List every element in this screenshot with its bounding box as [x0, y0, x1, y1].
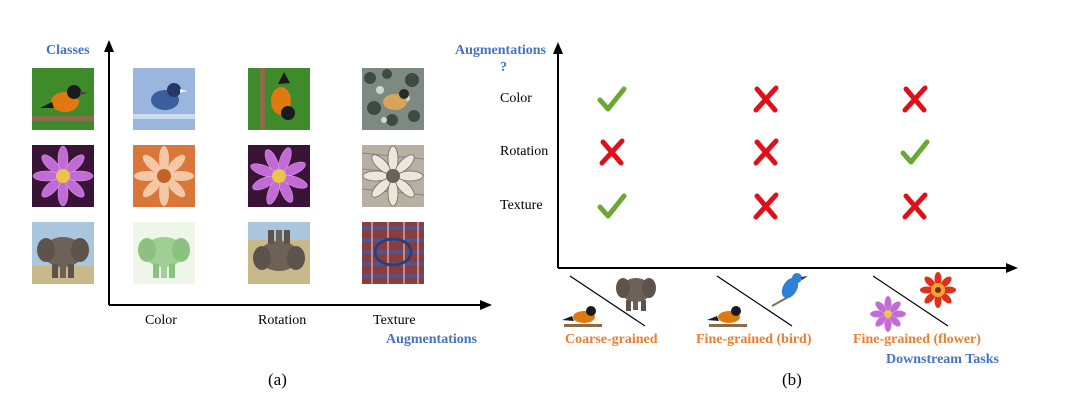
- task-label-coarse: Coarse-grained: [565, 332, 658, 347]
- bird-rotation-augmented-image: [248, 68, 310, 130]
- task-label-fine-bird: Fine-grained (bird): [696, 332, 812, 347]
- flower-color-augmented-image: [133, 145, 195, 207]
- bird-image: [32, 68, 94, 130]
- cross-icon: [597, 137, 627, 167]
- cross-icon: [751, 137, 781, 167]
- panel-a-x-axis-label: Augmentations: [386, 332, 478, 347]
- fine-bird-oriole-icon: [707, 306, 747, 327]
- bird-texture-augmented-image: [362, 68, 424, 130]
- task-label-fine-flower: Fine-grained (flower): [853, 332, 981, 347]
- panel-b-x-axis-label: Downstream Tasks: [886, 352, 999, 367]
- elephant-image: [32, 222, 94, 284]
- column-label-color: Color: [145, 313, 177, 328]
- flower-image: [32, 145, 94, 207]
- flower-rotation-augmented-image: [248, 145, 310, 207]
- caption-b: (b): [782, 370, 802, 389]
- row-label-rotation: Rotation: [500, 144, 549, 159]
- caption-a: (a): [268, 370, 287, 389]
- elephant-color-augmented-image: [133, 222, 195, 284]
- elephant-texture-augmented-image: [362, 222, 424, 284]
- cross-icon: [751, 84, 781, 114]
- coarse-bird-icon: [562, 306, 602, 327]
- cross-icon: [900, 84, 930, 114]
- flower-texture-augmented-image: [362, 145, 424, 207]
- row-label-color: Color: [500, 91, 532, 106]
- fine-flower-purple-icon: [870, 296, 906, 332]
- panel-b-y-axis-label: Augmentations: [455, 43, 547, 58]
- column-label-texture: Texture: [373, 313, 416, 328]
- fine-flower-red-icon: [920, 272, 956, 308]
- elephant-rotation-augmented-image: [248, 222, 310, 284]
- panel-b-y-axis-question: ?: [500, 60, 507, 75]
- check-icon: [597, 84, 627, 114]
- check-icon: [597, 191, 627, 221]
- panel-b-axes: [553, 42, 1018, 273]
- panel-a-axes: [104, 40, 492, 310]
- row-label-texture: Texture: [500, 198, 543, 213]
- task-legend: [569, 275, 949, 327]
- coarse-elephant-icon: [616, 278, 656, 311]
- fine-bird-bluebird-icon: [771, 273, 808, 307]
- bird-color-augmented-image: [133, 68, 195, 130]
- cross-icon: [900, 191, 930, 221]
- column-label-rotation: Rotation: [258, 313, 307, 328]
- check-icon: [900, 137, 930, 167]
- classes-label: Classes: [46, 43, 90, 58]
- cross-icon: [751, 191, 781, 221]
